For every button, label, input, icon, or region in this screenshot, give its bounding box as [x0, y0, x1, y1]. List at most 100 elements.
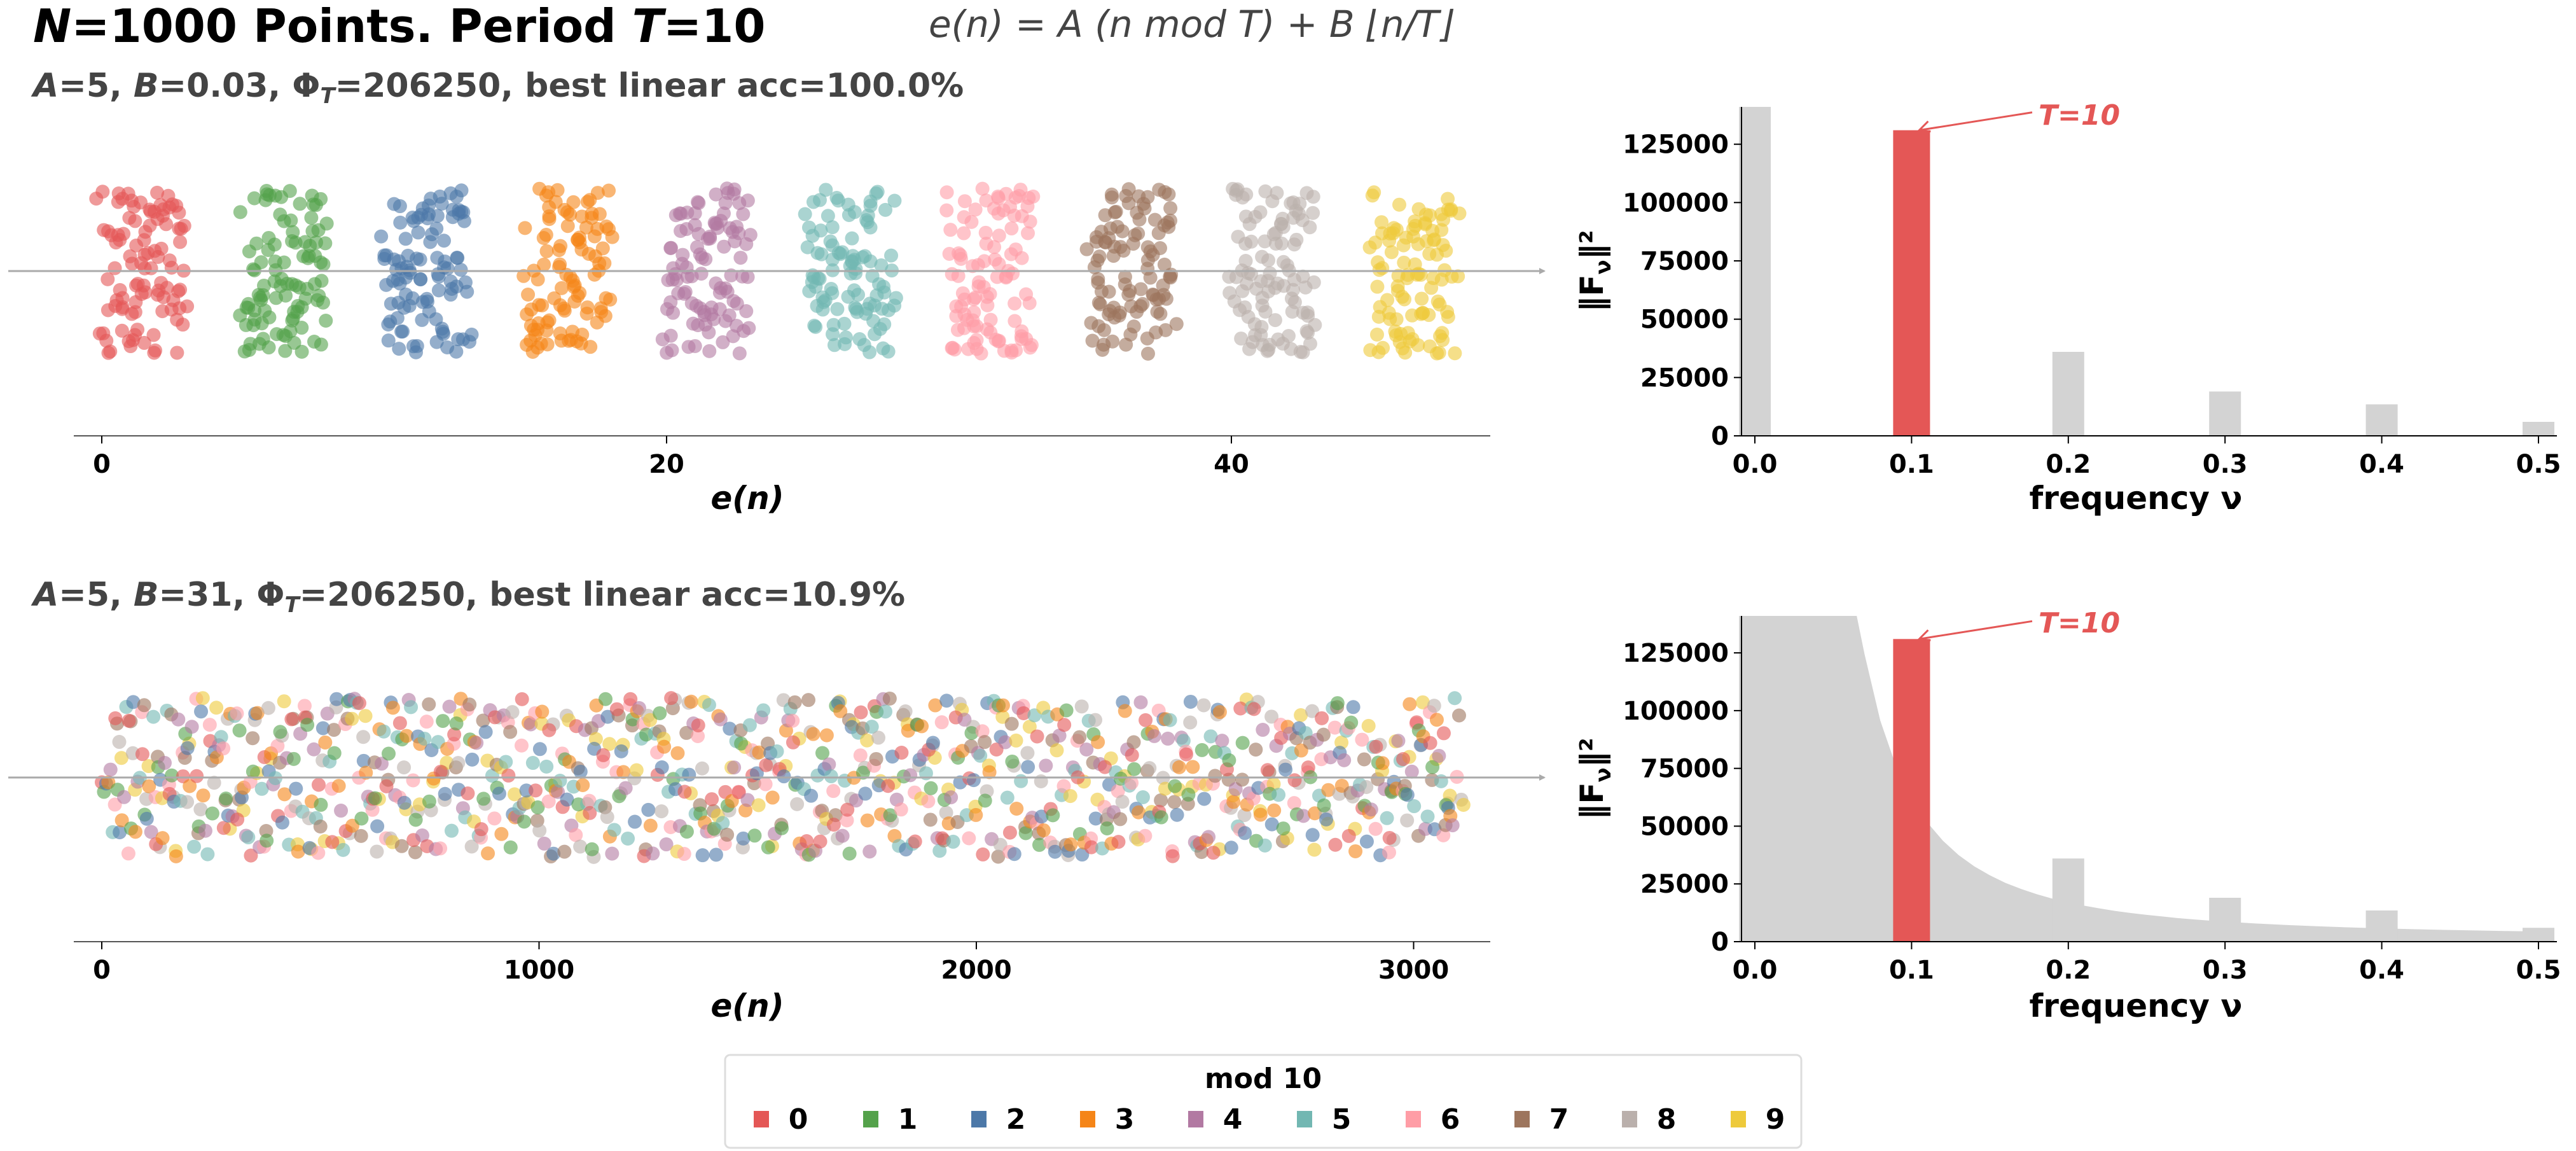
- legend-items: 0 1 2 3 4 5 6 7 8 9: [754, 1103, 1785, 1136]
- scatter-point: [454, 263, 468, 277]
- scatter-point: [449, 716, 464, 731]
- scatter-point: [1004, 343, 1019, 358]
- scatter-point: [352, 696, 366, 711]
- scatter-point: [250, 706, 265, 720]
- scatter-point: [703, 231, 717, 246]
- x-tick-label: 0: [93, 956, 111, 985]
- scatter-point: [585, 842, 599, 856]
- scatter-point: [1079, 743, 1094, 757]
- scatter-point: [1434, 774, 1448, 788]
- scatter-point: [1452, 708, 1466, 723]
- scatter-point: [590, 186, 605, 200]
- scatter-point: [991, 849, 1006, 864]
- scatter-point: [370, 844, 384, 859]
- scatter-point: [602, 183, 616, 198]
- scatter-point: [1276, 821, 1291, 836]
- scatter-point: [968, 202, 983, 217]
- subtitle-part: =5,: [59, 576, 134, 614]
- scatter-point: [1346, 700, 1361, 715]
- subtitle-part: =206250, best linear acc=100.0%: [335, 67, 964, 105]
- highlighted-bar: [1893, 130, 1930, 436]
- scatter-point: [358, 709, 373, 723]
- scatter-point: [183, 779, 197, 793]
- scatter-point: [1392, 197, 1406, 212]
- scatter-point: [165, 768, 179, 783]
- scatter-point: [614, 744, 628, 758]
- scatter-point: [1125, 748, 1139, 762]
- scatter-point: [560, 792, 574, 807]
- scatter-point: [1408, 257, 1422, 272]
- scatter-point: [975, 724, 990, 739]
- legend-label: 9: [1766, 1103, 1785, 1136]
- scatter-point: [313, 820, 328, 834]
- scatter-point: [1125, 776, 1139, 790]
- scatter-point: [1091, 735, 1105, 750]
- scatter-point: [1237, 808, 1252, 823]
- scatter-point: [1359, 780, 1374, 795]
- scatter-point: [957, 226, 971, 241]
- scatter-point: [804, 788, 819, 803]
- scatter-point: [726, 329, 740, 344]
- scatter-point: [595, 241, 610, 256]
- scatter-point: [460, 284, 474, 299]
- scatter-point: [1246, 791, 1261, 806]
- scatter-point: [1264, 709, 1279, 724]
- scatter-point: [1142, 761, 1157, 776]
- scatter-point: [878, 704, 892, 719]
- spectrum-bar: [2523, 422, 2554, 436]
- scatter-point: [1048, 844, 1062, 859]
- scatter-point: [600, 810, 614, 825]
- scatter-point: [1281, 329, 1296, 344]
- scatter-point: [684, 694, 698, 709]
- scatter-point: [1398, 345, 1413, 360]
- scatter-point: [786, 713, 800, 728]
- scatter-point: [759, 758, 773, 772]
- scatter-point: [1161, 220, 1176, 234]
- scatter-point: [1115, 224, 1130, 239]
- scatter-point: [128, 305, 142, 319]
- scatter-point: [267, 237, 282, 252]
- scatter-point: [863, 220, 878, 235]
- scatter-point: [751, 798, 766, 813]
- scatter-point: [947, 342, 962, 357]
- scatter-point: [871, 730, 885, 745]
- spectrum-bar: [2052, 352, 2084, 436]
- scatter-point: [845, 231, 859, 246]
- scatter-point: [1008, 314, 1022, 328]
- scatter-point: [539, 759, 554, 774]
- scatter-point: [894, 802, 908, 817]
- scatter-point: [1413, 267, 1428, 282]
- scatter-point: [925, 736, 940, 750]
- scatter-point: [487, 811, 502, 826]
- scatter-point: [485, 769, 499, 783]
- scatter-point: [318, 236, 333, 251]
- scatter-point: [1253, 807, 1268, 822]
- scatter-point: [1271, 788, 1286, 802]
- scatter-point: [314, 192, 328, 206]
- scatter-point: [860, 733, 875, 748]
- scatter-point: [171, 284, 186, 298]
- scatter-point: [1391, 734, 1406, 748]
- scatter-point: [695, 761, 709, 776]
- scatter-point: [379, 779, 394, 793]
- spectrum-bar: [2523, 928, 2554, 942]
- scatter-point: [969, 807, 983, 822]
- scatter-point: [1389, 223, 1404, 237]
- scatter-point: [393, 215, 408, 230]
- scatter-point: [314, 797, 328, 812]
- scatter-point: [1128, 228, 1142, 242]
- y-tick-label: 50000: [1640, 305, 1729, 335]
- scatter-point: [406, 773, 420, 788]
- scatter-point: [770, 744, 784, 758]
- scatter-point: [951, 269, 966, 283]
- scatter-point: [1308, 317, 1322, 332]
- scatter-point: [840, 802, 855, 817]
- scatter-point: [542, 212, 557, 227]
- legend-swatch: [1188, 1111, 1203, 1127]
- scatter-point: [953, 248, 967, 262]
- scatter-point: [695, 251, 709, 265]
- spectrum2-annotation: T=10: [2039, 607, 2120, 639]
- scatter-point: [573, 764, 588, 779]
- scatter-point: [716, 816, 730, 830]
- scatter-point: [928, 698, 943, 713]
